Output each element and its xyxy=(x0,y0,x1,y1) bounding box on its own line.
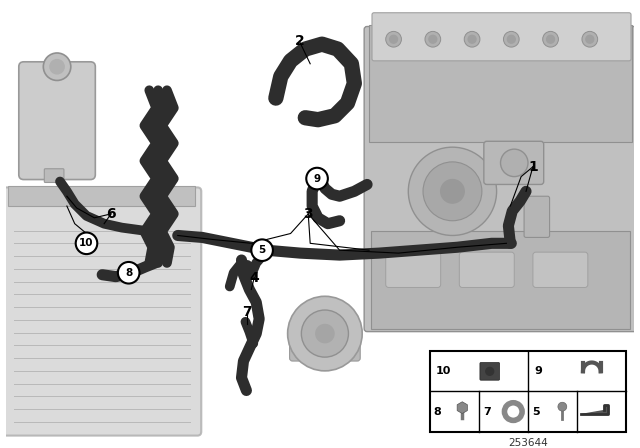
Circle shape xyxy=(44,53,71,81)
Circle shape xyxy=(301,310,348,357)
Circle shape xyxy=(315,324,335,343)
FancyBboxPatch shape xyxy=(19,62,95,180)
FancyBboxPatch shape xyxy=(386,252,441,288)
Polygon shape xyxy=(581,405,609,414)
Text: 6: 6 xyxy=(106,207,116,221)
Bar xyxy=(430,351,626,432)
Text: 9: 9 xyxy=(314,173,321,184)
FancyBboxPatch shape xyxy=(372,13,631,61)
Text: 1: 1 xyxy=(528,160,538,174)
Circle shape xyxy=(468,35,476,43)
Text: 10: 10 xyxy=(436,366,451,376)
FancyBboxPatch shape xyxy=(44,169,64,182)
Circle shape xyxy=(486,367,493,375)
Circle shape xyxy=(508,35,515,43)
Circle shape xyxy=(504,31,519,47)
Circle shape xyxy=(500,149,528,177)
FancyBboxPatch shape xyxy=(524,196,550,237)
Circle shape xyxy=(76,233,97,254)
Text: 5: 5 xyxy=(532,407,540,417)
Bar xyxy=(369,25,632,142)
Text: 5: 5 xyxy=(259,245,266,255)
Circle shape xyxy=(386,31,401,47)
Circle shape xyxy=(429,35,436,43)
FancyBboxPatch shape xyxy=(364,26,637,332)
Circle shape xyxy=(558,402,567,411)
FancyBboxPatch shape xyxy=(460,252,515,288)
Circle shape xyxy=(547,35,554,43)
Text: 8: 8 xyxy=(125,268,132,278)
Text: 9: 9 xyxy=(534,366,541,376)
Circle shape xyxy=(118,262,140,284)
Circle shape xyxy=(423,162,482,221)
Circle shape xyxy=(543,31,559,47)
FancyBboxPatch shape xyxy=(533,252,588,288)
Bar xyxy=(8,186,195,206)
Circle shape xyxy=(464,31,480,47)
Circle shape xyxy=(307,168,328,190)
Text: 4: 4 xyxy=(250,271,259,284)
FancyBboxPatch shape xyxy=(2,187,202,435)
Circle shape xyxy=(582,31,598,47)
Circle shape xyxy=(586,35,594,43)
Circle shape xyxy=(252,239,273,261)
Text: 10: 10 xyxy=(79,238,93,248)
Text: 3: 3 xyxy=(303,207,313,221)
Text: 2: 2 xyxy=(294,34,304,48)
Circle shape xyxy=(441,180,464,203)
Circle shape xyxy=(425,31,441,47)
Circle shape xyxy=(408,147,497,236)
Text: 253644: 253644 xyxy=(508,438,548,448)
Text: 8: 8 xyxy=(434,407,442,417)
FancyBboxPatch shape xyxy=(480,362,500,380)
FancyBboxPatch shape xyxy=(484,141,544,185)
Text: 7: 7 xyxy=(483,407,491,417)
Circle shape xyxy=(390,35,397,43)
Circle shape xyxy=(49,59,65,74)
Bar xyxy=(371,231,630,329)
Circle shape xyxy=(287,296,362,371)
FancyBboxPatch shape xyxy=(289,326,360,361)
Text: 7: 7 xyxy=(243,305,252,319)
